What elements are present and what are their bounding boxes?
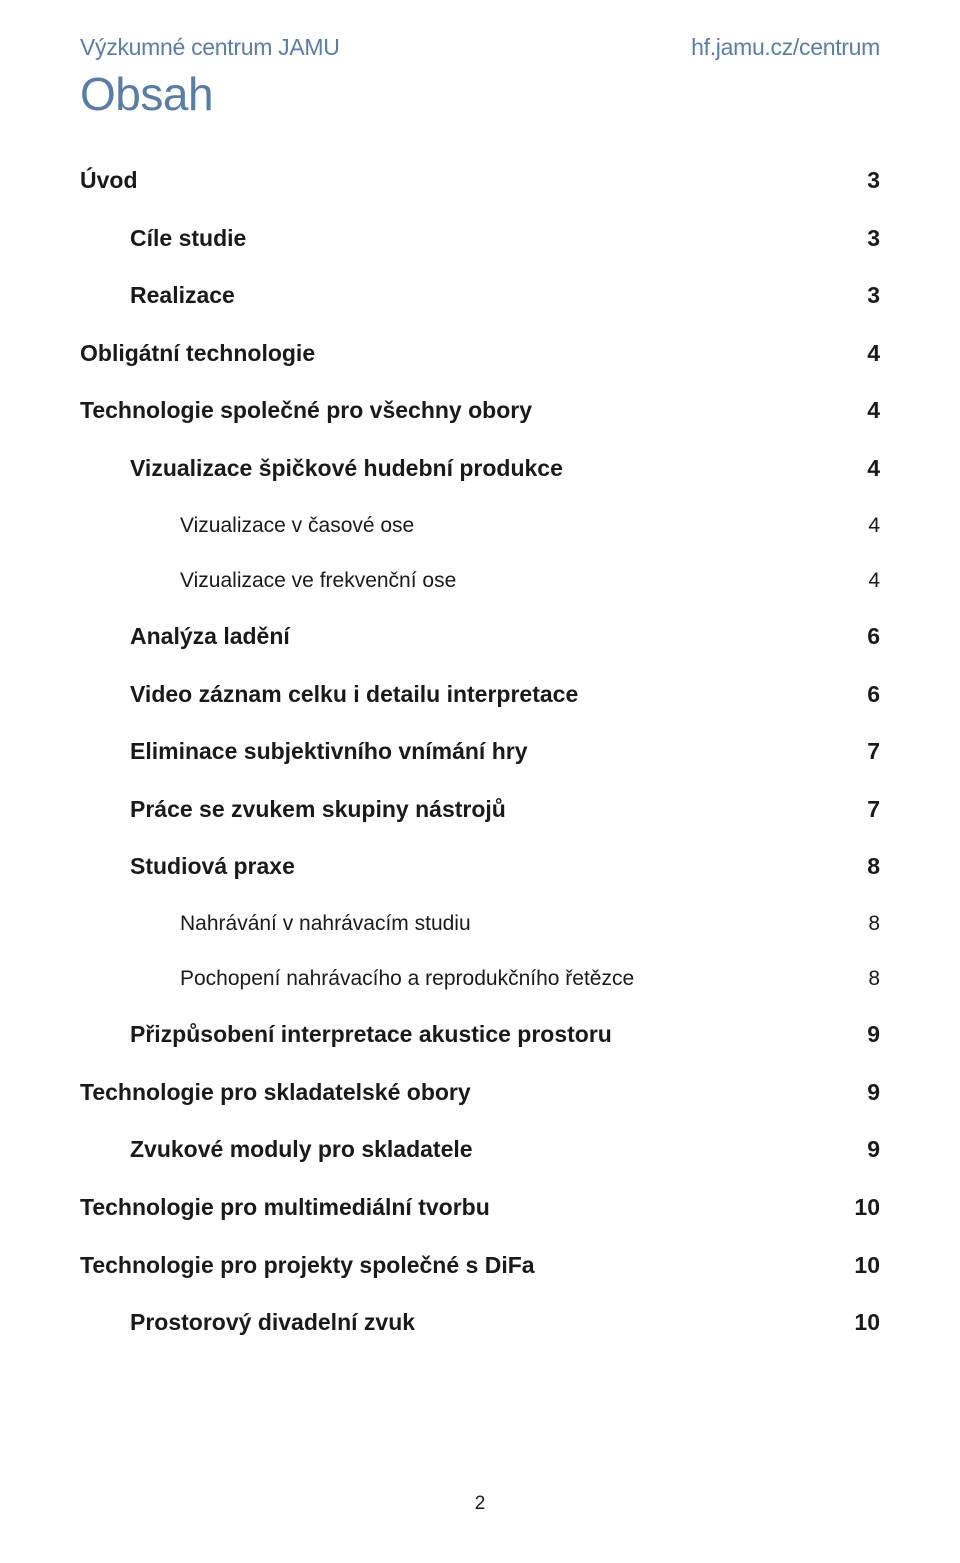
header-right: hf.jamu.cz/centrum: [691, 34, 880, 61]
toc-label: Prostorový divadelní zvuk: [130, 1309, 415, 1337]
toc-page: 4: [840, 513, 880, 538]
toc-page: 4: [840, 397, 880, 425]
toc-entry: Vizualizace v časové ose 4: [80, 513, 880, 538]
toc-entry: Obligátní technologie 4: [80, 340, 880, 368]
toc-label: Video záznam celku i detailu interpretac…: [130, 681, 578, 709]
toc-entry: Vizualizace špičkové hudební produkce 4: [80, 455, 880, 483]
toc-page: 3: [840, 167, 880, 195]
document-page: Výzkumné centrum JAMU hf.jamu.cz/centrum…: [0, 0, 960, 1563]
toc-page: 10: [840, 1252, 880, 1280]
toc-label: Studiová praxe: [130, 853, 295, 881]
toc-page: 3: [840, 225, 880, 253]
table-of-contents: Úvod 3 Cíle studie 3 Realizace 3 Obligát…: [80, 167, 880, 1337]
toc-label: Vizualizace špičkové hudební produkce: [130, 455, 563, 483]
toc-entry: Analýza ladění 6: [80, 623, 880, 651]
toc-label: Zvukové moduly pro skladatele: [130, 1136, 473, 1164]
toc-entry: Video záznam celku i detailu interpretac…: [80, 681, 880, 709]
toc-entry: Studiová praxe 8: [80, 853, 880, 881]
toc-entry: Technologie pro projekty společné s DiFa…: [80, 1252, 880, 1280]
toc-entry: Zvukové moduly pro skladatele 9: [80, 1136, 880, 1164]
toc-page: 4: [840, 568, 880, 593]
toc-page: 8: [840, 911, 880, 936]
toc-page: 8: [840, 853, 880, 881]
toc-page: 6: [840, 681, 880, 709]
toc-label: Technologie společné pro všechny obory: [80, 397, 532, 425]
toc-entry: Úvod 3: [80, 167, 880, 195]
toc-label: Eliminace subjektivního vnímání hry: [130, 738, 528, 766]
toc-label: Realizace: [130, 282, 235, 310]
toc-label: Obligátní technologie: [80, 340, 315, 368]
toc-page: 9: [840, 1136, 880, 1164]
toc-label: Vizualizace ve frekvenční ose: [180, 568, 456, 593]
toc-page: 7: [840, 738, 880, 766]
toc-label: Úvod: [80, 167, 138, 195]
toc-page: 7: [840, 796, 880, 824]
toc-label: Technologie pro multimediální tvorbu: [80, 1194, 490, 1222]
toc-entry: Práce se zvukem skupiny nástrojů 7: [80, 796, 880, 824]
toc-page: 4: [840, 340, 880, 368]
toc-label: Vizualizace v časové ose: [180, 513, 414, 538]
page-title: Obsah: [80, 67, 880, 121]
toc-entry: Technologie pro multimediální tvorbu 10: [80, 1194, 880, 1222]
toc-label: Přizpůsobení interpretace akustice prost…: [130, 1021, 612, 1049]
toc-entry: Nahrávání v nahrávacím studiu 8: [80, 911, 880, 936]
toc-label: Technologie pro skladatelské obory: [80, 1079, 471, 1107]
toc-entry: Prostorový divadelní zvuk 10: [80, 1309, 880, 1337]
toc-entry: Přizpůsobení interpretace akustice prost…: [80, 1021, 880, 1049]
toc-label: Pochopení nahrávacího a reprodukčního ře…: [180, 966, 634, 991]
toc-page: 6: [840, 623, 880, 651]
toc-page: 9: [840, 1021, 880, 1049]
toc-page: 3: [840, 282, 880, 310]
toc-page: 9: [840, 1079, 880, 1107]
toc-label: Analýza ladění: [130, 623, 290, 651]
toc-entry: Vizualizace ve frekvenční ose 4: [80, 568, 880, 593]
toc-entry: Technologie pro skladatelské obory 9: [80, 1079, 880, 1107]
page-number: 2: [0, 1493, 960, 1515]
toc-label: Práce se zvukem skupiny nástrojů: [130, 796, 506, 824]
toc-label: Nahrávání v nahrávacím studiu: [180, 911, 471, 936]
toc-entry: Realizace 3: [80, 282, 880, 310]
toc-page: 10: [840, 1309, 880, 1337]
toc-page: 4: [840, 455, 880, 483]
toc-page: 10: [840, 1194, 880, 1222]
toc-page: 8: [840, 966, 880, 991]
toc-entry: Cíle studie 3: [80, 225, 880, 253]
toc-entry: Pochopení nahrávacího a reprodukčního ře…: [80, 966, 880, 991]
header-left: Výzkumné centrum JAMU: [80, 34, 340, 61]
running-header: Výzkumné centrum JAMU hf.jamu.cz/centrum: [80, 34, 880, 61]
toc-entry: Technologie společné pro všechny obory 4: [80, 397, 880, 425]
toc-label: Technologie pro projekty společné s DiFa: [80, 1252, 535, 1280]
toc-entry: Eliminace subjektivního vnímání hry 7: [80, 738, 880, 766]
toc-label: Cíle studie: [130, 225, 246, 253]
